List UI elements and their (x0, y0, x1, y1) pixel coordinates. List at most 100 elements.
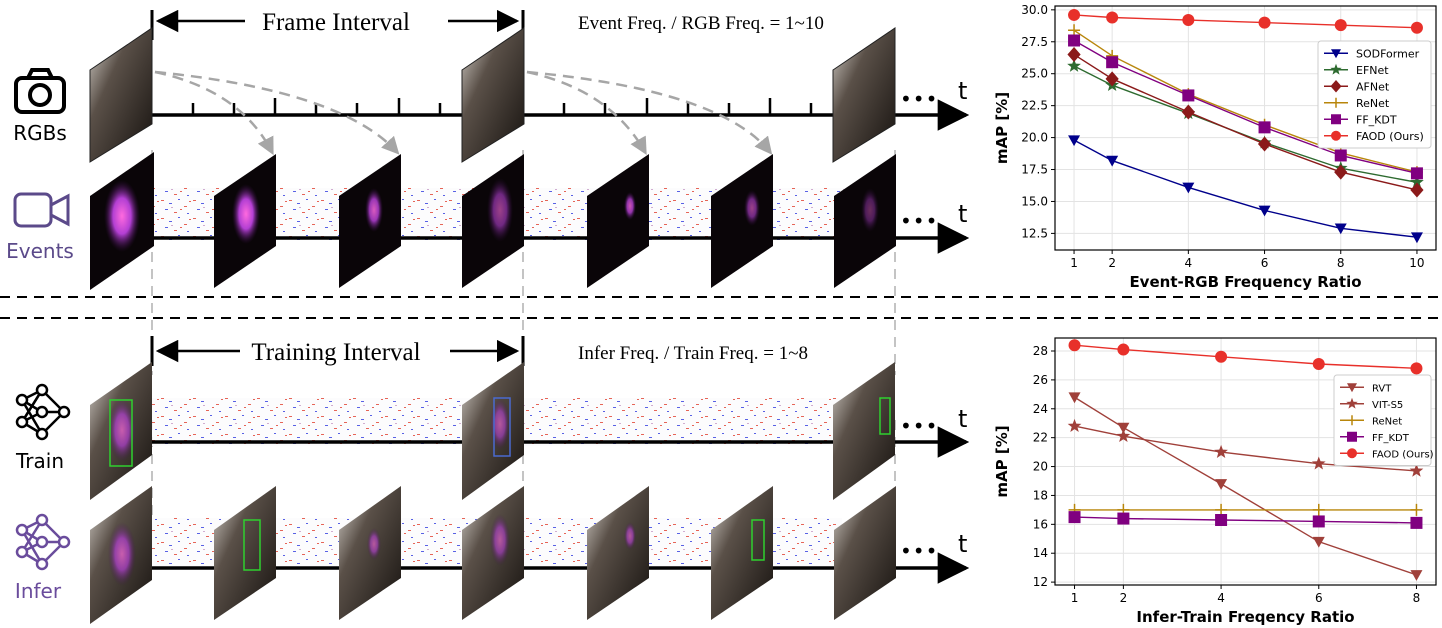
x-tick-label: 1 (1071, 591, 1079, 605)
x-tick-label: 4 (1185, 256, 1193, 270)
series-sodformer (1068, 135, 1423, 244)
data-point (1067, 58, 1081, 72)
y-axis-label: mAP [%] (993, 425, 1011, 497)
legend-label: FAOD (Ours) (1356, 130, 1424, 143)
y-tick-label: 25.0 (1021, 67, 1048, 81)
x-tick-label: 6 (1261, 256, 1269, 270)
legend-box (1317, 40, 1432, 149)
data-point (1181, 104, 1195, 120)
section-separators (0, 296, 1442, 319)
data-point (1258, 121, 1271, 134)
data-point (1312, 503, 1325, 516)
event-frame (339, 154, 401, 288)
event-frame (711, 154, 773, 288)
data-point (1068, 34, 1081, 47)
series-afnet (1067, 47, 1424, 198)
x-tick-label: 8 (1413, 591, 1421, 605)
event-frame (90, 152, 154, 290)
data-point (1117, 343, 1130, 356)
infer-frame (339, 486, 401, 620)
data-point (1215, 514, 1228, 526)
event-camera-icon (13, 192, 70, 228)
series-faod-ours- (1068, 339, 1423, 375)
data-point (1106, 11, 1119, 24)
data-point (1106, 56, 1119, 69)
data-point (1068, 392, 1081, 404)
event-frame (462, 154, 524, 288)
infer-frame (711, 486, 773, 620)
legend-marker (1330, 63, 1342, 75)
data-point (1068, 8, 1081, 21)
x-tick-label: 1 (1070, 256, 1078, 270)
data-point (1068, 511, 1081, 524)
train-label: Train (15, 449, 64, 473)
data-point (1311, 456, 1326, 470)
series-line (1073, 29, 1418, 173)
data-point (1117, 512, 1130, 525)
y-tick-label: 20.0 (1021, 131, 1048, 145)
legend-label: ReNet (1372, 416, 1402, 427)
legend-label: RVT (1372, 383, 1392, 394)
data-point (1410, 570, 1423, 581)
data-point (1182, 89, 1195, 102)
x-axis-label: Event-RGB Frequency Ratio (1129, 273, 1361, 291)
legend-marker (1347, 448, 1357, 459)
legend-marker (1330, 80, 1342, 93)
series-line (1074, 14, 1417, 29)
data-point (1116, 429, 1131, 443)
data-point (1258, 205, 1271, 217)
legend: SODFormer EFNet AFNet ReNet FF_KDT FAOD (Ours… (1317, 40, 1432, 149)
chart-event-rgb: 1 2 4 6 8 10 12.5 15.0 17.5 20.0 22.5 25.0 27.5 30.0 E… (993, 3, 1437, 291)
legend-label: FF_KDT (1356, 113, 1397, 126)
data-point (1334, 164, 1348, 180)
bottom-section: Training Interval Infer Freq. / Train Fr… (15, 336, 970, 624)
train-frame (833, 362, 895, 500)
legend-label: FAOD (Ours) (1372, 449, 1434, 460)
data-point (1182, 182, 1195, 194)
series-faod-ours- (1068, 8, 1423, 34)
x-tick-label: 8 (1337, 256, 1345, 270)
data-point (1334, 149, 1347, 162)
training-interval-label: Training Interval (251, 339, 420, 366)
legend-marker (1331, 114, 1341, 125)
data-point (1215, 350, 1228, 363)
event-rgb-ratio-text: Event Freq. / RGB Freq. = 1~10 (578, 13, 824, 34)
continuation-dots: ••• (900, 87, 938, 111)
data-point (1117, 422, 1130, 434)
x-axis-label: Infer-Train Freqency Ratio (1136, 608, 1354, 626)
y-tick-label: 17.5 (1021, 163, 1048, 177)
data-point (1067, 47, 1081, 63)
data-point (1410, 362, 1423, 375)
rgb-frame (89, 27, 153, 163)
y-tick-label: 26 (1033, 373, 1048, 387)
y-tick-label: 14 (1033, 546, 1048, 560)
y-tick-label: 15.0 (1021, 194, 1048, 208)
camera-icon (14, 68, 66, 114)
infer-train-ratio-text: Infer Freq. / Train Freq. = 1~8 (578, 343, 808, 364)
infer-frame (214, 486, 276, 620)
legend-label: ReNet (1356, 97, 1390, 110)
legend-label: VIT-S5 (1372, 400, 1403, 411)
data-point (1410, 182, 1424, 198)
data-point (1410, 21, 1423, 34)
y-tick-label: 22.5 (1021, 99, 1048, 113)
infer-frame (834, 486, 896, 620)
data-point (1410, 167, 1423, 180)
legend-marker (1331, 49, 1341, 59)
y-axis-label: mAP [%] (993, 92, 1011, 164)
series-rvt (1068, 392, 1423, 581)
data-point (1215, 479, 1228, 490)
neural-network-icon (15, 383, 71, 441)
continuation-dots: ••• (900, 539, 938, 563)
data-point (1410, 232, 1423, 244)
series-line (1073, 53, 1418, 191)
data-point (1257, 136, 1272, 152)
series-ff-kdt (1068, 511, 1423, 529)
legend-box (1333, 374, 1432, 466)
data-point (1068, 135, 1081, 147)
y-tick-label: 18 (1033, 488, 1048, 502)
rgbs-label: RGBs (13, 121, 67, 145)
infer-label: Infer (15, 579, 62, 603)
